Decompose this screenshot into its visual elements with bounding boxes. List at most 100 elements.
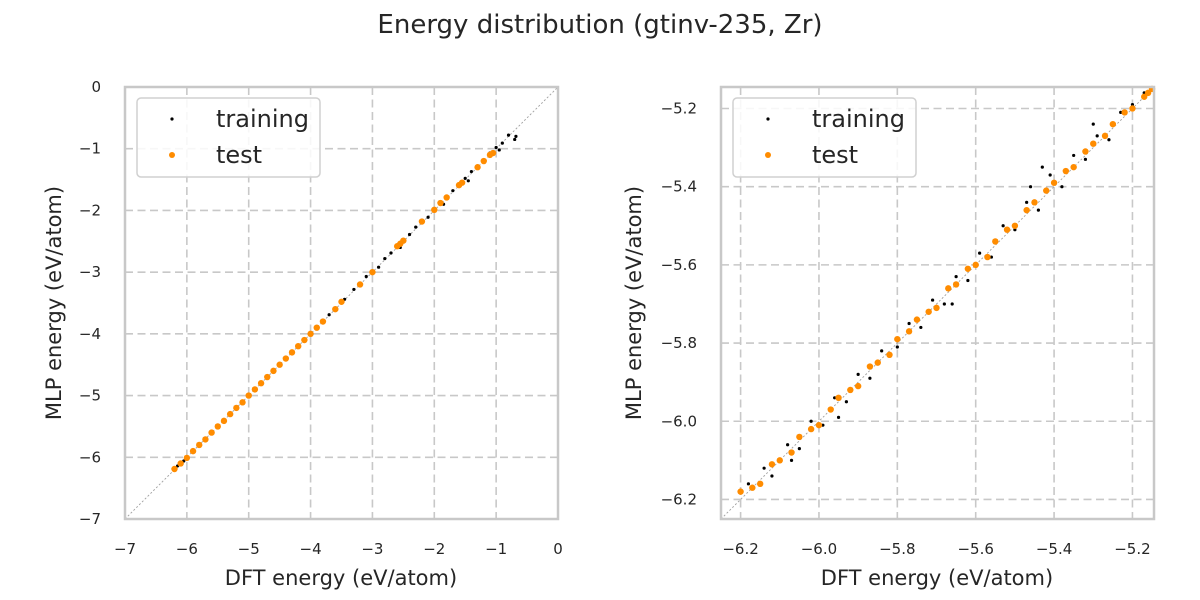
right-training-point: [1107, 138, 1111, 142]
left-legend-training-label: training: [216, 105, 309, 133]
right-training-point: [1142, 91, 1146, 95]
left-training-point: [364, 274, 368, 279]
right-test-point: [972, 261, 979, 269]
right-training-point: [1025, 200, 1029, 204]
right-training-point: [1091, 122, 1095, 126]
left-test-point: [214, 423, 221, 430]
left-test-point: [437, 199, 444, 207]
right-test-point: [827, 406, 834, 413]
right-training-point: [836, 415, 841, 419]
right-test-point: [1129, 105, 1136, 112]
right-x-tick-label: −5.2: [1114, 540, 1150, 558]
right-training-point: [880, 349, 884, 353]
left-x-tick-label: −7: [114, 540, 136, 558]
left-training-point: [451, 189, 455, 193]
right-legend-training-label: training: [812, 105, 905, 133]
right-training-point: [919, 325, 923, 330]
left-test-point: [338, 298, 345, 305]
right-test-point: [1141, 93, 1148, 100]
right-test-point: [1043, 187, 1050, 194]
right-training-point: [856, 372, 860, 376]
right-test-point: [1031, 199, 1038, 206]
left-x-axis-label: DFT energy (eV/atom): [225, 566, 457, 590]
right-test-point: [815, 421, 823, 429]
right-test-point: [964, 265, 972, 272]
left-test-point: [431, 206, 438, 214]
left-tick-labels: −7 −6 −5 −4 −3 −2 −1 0 −7 −6 −5 −4 −3 −2 −1 0: [79, 78, 563, 558]
right-data-points: [737, 85, 1156, 495]
right-test-point: [1023, 206, 1030, 214]
right-y-tick-label: −5.4: [661, 178, 697, 196]
left-test-point: [183, 454, 191, 462]
right-test-point: [874, 359, 881, 366]
right-test-point: [1062, 167, 1070, 175]
left-test-point: [443, 194, 450, 201]
left-grid: [125, 87, 558, 519]
right-training-point: [989, 255, 993, 259]
left-test-point: [489, 149, 497, 157]
left-y-tick-label: −3: [79, 263, 101, 281]
right-training-point: [1119, 110, 1123, 115]
left-legend-test-marker: [169, 152, 175, 158]
right-test-point: [796, 433, 803, 441]
right-x-axis-label: DFT energy (eV/atom): [821, 566, 1053, 590]
right-training-point: [1001, 224, 1005, 228]
right-test-point: [1003, 226, 1011, 233]
right-test-point: [1011, 222, 1019, 229]
left-training-point: [389, 251, 393, 255]
left-training-point: [352, 287, 356, 292]
left-x-tick-label: 0: [553, 540, 563, 558]
right-legend-test-label: test: [812, 141, 858, 169]
right-y-tick-label: −6.2: [661, 490, 697, 508]
left-plot-frame: [123, 85, 560, 521]
right-x-tick-label: −6.2: [722, 540, 758, 558]
right-test-point: [768, 461, 776, 468]
right-test-point: [854, 382, 862, 390]
right-training-point: [978, 251, 982, 255]
right-test-point: [933, 304, 940, 312]
left-test-point: [196, 441, 203, 449]
figure-title: Energy distribution (gtinv-235, Zr): [377, 10, 822, 40]
right-test-point: [1070, 163, 1077, 171]
right-test-point: [835, 394, 842, 402]
left-test-point: [332, 305, 339, 313]
right-test-point: [1144, 89, 1152, 97]
right-test-point: [1050, 179, 1058, 186]
right-test-point: [1090, 140, 1097, 147]
right-test-point: [905, 328, 913, 335]
left-x-tick-label: −6: [176, 540, 198, 558]
right-y-axis-label: MLP energy (eV/atom): [622, 186, 646, 420]
right-test-point: [945, 285, 952, 292]
left-training-point: [407, 232, 412, 237]
left-x-tick-label: −2: [423, 540, 445, 558]
left-test-point: [171, 465, 178, 473]
right-test-point: [807, 425, 815, 433]
left-training-point: [500, 141, 504, 145]
right-legend-test-marker: [765, 152, 771, 158]
left-x-tick-label: −4: [300, 540, 322, 558]
left-data-points: [171, 133, 518, 473]
left-test-point: [301, 336, 308, 344]
right-test-point: [984, 253, 991, 261]
left-y-tick-label: −2: [79, 201, 101, 219]
left-test-point: [189, 447, 197, 455]
right-x-tick-label: −5.6: [957, 540, 993, 558]
right-training-point: [895, 345, 899, 349]
right-training-point: [1095, 134, 1099, 138]
left-y-tick-label: −1: [79, 140, 101, 158]
left-training-point: [426, 215, 430, 219]
left-test-point: [251, 386, 259, 393]
left-test-point: [295, 343, 302, 350]
left-x-tick-label: −1: [485, 540, 507, 558]
right-training-point: [1028, 185, 1033, 189]
left-training-point: [513, 137, 517, 142]
right-x-tick-label: −5.8: [879, 540, 915, 558]
left-test-point: [177, 460, 184, 467]
left-training-point: [494, 145, 498, 150]
right-training-point: [844, 400, 848, 404]
right-grid: [721, 87, 1154, 519]
right-test-point: [788, 449, 795, 456]
left-training-point: [463, 176, 467, 180]
left-y-tick-label: −4: [79, 325, 101, 343]
left-training-point: [514, 134, 518, 138]
